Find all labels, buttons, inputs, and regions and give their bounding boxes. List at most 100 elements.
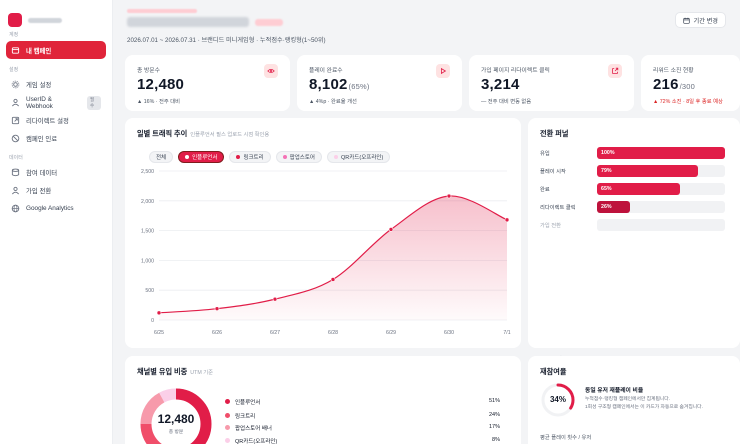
funnel-row: 리다이렉트 클릭 26% xyxy=(540,201,725,213)
x-tick-label: 6/30 xyxy=(444,330,454,336)
traffic-card: 일별 트래픽 추이 인플루언서 필스 업로드 시점 확인용 전체 인플루언서 링크트리… xyxy=(125,118,521,348)
campaign-kicker-blurred xyxy=(127,9,197,13)
sidebar-item-1-3[interactable]: 캠페인 인료 xyxy=(6,130,106,147)
donut-center: 12,480 총 방문 xyxy=(145,412,207,435)
channel-legend-row: QR카드(오프라인) 8% xyxy=(225,436,500,444)
y-tick-label: 2,500 xyxy=(141,169,154,175)
data-point[interactable] xyxy=(388,227,394,232)
data-point[interactable] xyxy=(504,217,510,223)
chip-color-dot xyxy=(236,155,241,159)
funnel-label: 완료 xyxy=(540,187,550,193)
data-point[interactable] xyxy=(272,296,278,302)
x-tick-label: 6/26 xyxy=(212,330,222,336)
kpi-trend-note: · 전주 대비 xyxy=(154,99,180,105)
retention-description: 누적점수·랭킹형 캠페인에서만 집계됩니다. 1회성 구조형 캠페인에서는 이 … xyxy=(585,396,725,411)
traffic-subtitle: 인플루언서 필스 업로드 시점 확인용 xyxy=(190,132,270,138)
legend-name: 링크트리 xyxy=(235,414,256,420)
x-tick-label: 6/25 xyxy=(154,330,164,336)
chip-label: 전체 xyxy=(156,155,167,161)
brand[interactable] xyxy=(0,0,112,30)
block-icon xyxy=(11,134,20,143)
channel-title-text: 채널별 유입 비중 xyxy=(137,367,188,376)
sidebar-sections: 계정 내 캠페인 설정 게임 설정 UserID & Webhook 필수 리다이렉트 설정… xyxy=(0,30,112,217)
x-tick-label: 6/29 xyxy=(386,330,396,336)
channel-title: 채널별 유입 비중 UTM 기준 xyxy=(137,367,213,377)
link-icon xyxy=(11,116,20,125)
brand-logo xyxy=(8,13,22,27)
sidebar: 계정 내 캠페인 설정 게임 설정 UserID & Webhook 필수 리다이렉트 설정… xyxy=(0,0,113,444)
series-area xyxy=(159,195,507,320)
funnel-track xyxy=(597,219,725,231)
funnel-pct: 100% xyxy=(601,150,615,156)
donut-slice[interactable] xyxy=(140,388,212,444)
funnel-bar: 65% xyxy=(597,183,681,195)
change-period-button[interactable]: 기간 변경 xyxy=(674,12,726,28)
funnel-row: 완료 65% xyxy=(540,183,725,195)
chip-color-dot xyxy=(334,155,338,159)
filter-chip[interactable]: 인플루언서 xyxy=(178,151,225,163)
sidebar-item-0-0[interactable]: 내 캠페인 xyxy=(6,41,106,59)
sidebar-item-1-1[interactable]: UserID & Webhook 필수 xyxy=(6,94,106,111)
legend-swatch xyxy=(225,425,230,430)
legend-swatch xyxy=(225,399,230,404)
status-badge-blurred xyxy=(255,19,283,26)
legend-percent: 24% xyxy=(488,412,500,418)
funnel-label: 플레이 시작 xyxy=(540,169,566,175)
filter-chip[interactable]: QR카드(오프라인) xyxy=(327,151,391,163)
sidebar-item-label: 참여 데이터 xyxy=(26,170,58,177)
funnel-pct: 26% xyxy=(601,204,612,210)
kpi-value-number: 216 xyxy=(653,76,679,93)
retention-title: 재참여율 xyxy=(540,367,567,376)
funnel-label: 리다이렉트 클릭 xyxy=(540,205,576,211)
data-point[interactable] xyxy=(446,193,452,199)
funnel-pct: 65% xyxy=(601,186,612,192)
sidebar-item-2-2[interactable]: Google Analytics xyxy=(6,200,106,217)
retention-desc-line2: 1회성 구조형 캠페인에서는 이 카드가 자동으로 숨겨집니다. xyxy=(585,404,703,410)
sidebar-item-label: 가입 전환 xyxy=(26,188,52,195)
kpi-value: 8,102(65%) xyxy=(309,76,370,93)
retention-ring-chart xyxy=(541,383,575,417)
data-point[interactable] xyxy=(156,310,162,316)
globe-icon xyxy=(11,204,20,213)
calendar-icon xyxy=(682,17,690,24)
legend-name: 인플루언서 xyxy=(235,400,261,406)
kpi-card: 가입 페이지 리다이렉트 클릭 3,214 — 전주 대비 변동 없음 xyxy=(469,55,634,111)
legend-swatch xyxy=(225,438,230,443)
y-tick-label: 1,000 xyxy=(141,258,154,264)
sidebar-item-2-0[interactable]: 참여 데이터 xyxy=(6,164,106,181)
chip-label: 인플루언서 xyxy=(192,155,218,161)
chip-label: QR카드(오프라인) xyxy=(341,155,384,161)
filter-chip[interactable]: 팝업스토어 xyxy=(275,151,322,163)
person-icon xyxy=(11,186,20,195)
chip-label: 링크트리 xyxy=(243,155,264,161)
retention-percent: 34% xyxy=(549,395,566,404)
y-tick-label: 500 xyxy=(145,288,154,294)
y-tick-label: 0 xyxy=(151,318,154,324)
sidebar-item-1-0[interactable]: 게임 설정 xyxy=(6,76,106,93)
sidebar-item-label: 캠페인 인료 xyxy=(26,136,58,143)
kpi-icon-button[interactable] xyxy=(264,64,278,78)
kpi-label: 플레이 완료수 xyxy=(309,68,343,74)
donut-slice[interactable] xyxy=(140,388,212,444)
retention-headline: 동일 유저 재플레이 비율 xyxy=(585,388,644,394)
kpi-trend: ▲ 4%p · 완료율 개선 xyxy=(309,97,357,105)
traffic-filter-chips: 전체 인플루언서 링크트리 팝업스토어 QR카드(오프라인) xyxy=(149,151,391,163)
funnel-track: 65% xyxy=(597,183,725,195)
funnel-label: 가입 전환 xyxy=(540,223,561,229)
legend-name: QR카드(오프라인) xyxy=(235,439,278,444)
data-point[interactable] xyxy=(214,306,220,311)
sidebar-item-1-2[interactable]: 리다이렉트 설정 xyxy=(6,112,106,129)
sidebar-item-2-1[interactable]: 가입 전환 xyxy=(6,182,106,199)
filter-chip[interactable]: 전체 xyxy=(149,151,174,163)
funnel-card: 전환 퍼널 유입 100% 플레이 시작 79% 완료 65% 리다이렉트 클릭 26% 가입 … xyxy=(528,118,740,362)
user-icon xyxy=(11,98,20,107)
filter-chip[interactable]: 링크트리 xyxy=(229,151,271,163)
kpi-icon-button[interactable] xyxy=(436,64,450,78)
data-point[interactable] xyxy=(330,277,336,282)
sidebar-section-label: 데이터 xyxy=(9,155,23,161)
kpi-icon-button[interactable] xyxy=(608,64,622,78)
donut-total-label: 총 방문 xyxy=(168,430,184,435)
kpi-card: 총 방문수 12,480 ▲ 16% · 전주 대비 xyxy=(125,55,290,111)
kpi-trend-value: ▲ 4%p xyxy=(309,99,327,105)
chip-color-dot xyxy=(282,155,287,159)
